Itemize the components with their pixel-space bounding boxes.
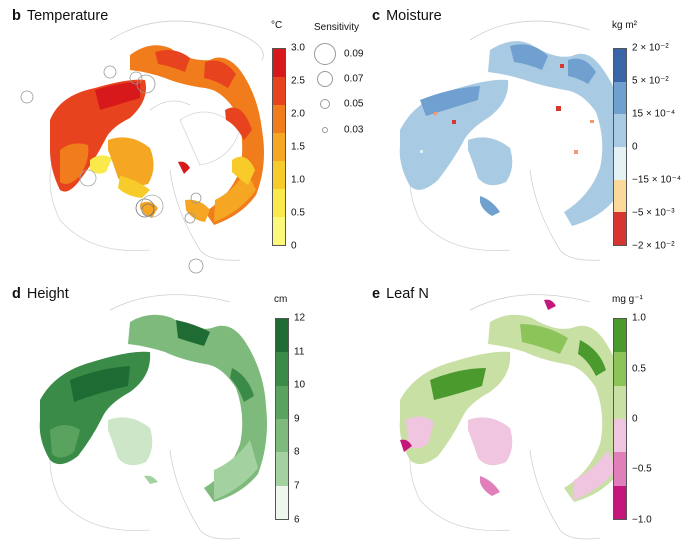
tick-label: 0.5 (291, 207, 305, 219)
panel-letter: c (372, 8, 381, 24)
moisture-colorbar (613, 48, 627, 246)
panel-title-text: Height (26, 286, 69, 302)
tick-label: 11 (294, 346, 305, 358)
tick-label: 12 (294, 312, 306, 324)
tick-label: 0 (291, 240, 297, 252)
tick-label: 6 (294, 514, 300, 526)
tick-label: 2 × 10⁻² (632, 42, 669, 54)
tick-label: 0.5 (632, 363, 646, 375)
tick-label: −1.0 (632, 514, 652, 526)
tick-label: −5 × 10⁻³ (632, 207, 675, 219)
leaf-n-map (399, 294, 627, 540)
panel-letter: d (12, 286, 21, 302)
tick-label: −15 × 10⁻⁴ (632, 174, 682, 186)
sensitivity-circle (320, 99, 330, 109)
tick-label: 1.0 (632, 312, 646, 324)
panel-height: d Height cm 12 11 10 9 8 7 6 (0, 280, 345, 547)
tick-label: 2.0 (291, 108, 305, 120)
tick-label: 0 (632, 141, 638, 153)
panel-title-leaf-n: e Leaf N (372, 286, 429, 302)
colorbar-unit: °C (271, 20, 283, 31)
colorbar-unit: kg m² (612, 20, 637, 31)
tick-label: 1.0 (291, 174, 305, 186)
panel-title-height: d Height (12, 286, 69, 302)
sensitivity-title: Sensitivity (314, 22, 360, 33)
panel-title-moisture: c Moisture (372, 8, 442, 24)
tick-label: 7 (294, 480, 300, 492)
temperature-map (20, 20, 264, 274)
colorbar-unit: mg g⁻¹ (612, 294, 643, 305)
panel-title-text: Moisture (386, 8, 442, 24)
sensitivity-label: 0.05 (344, 98, 364, 110)
moisture-map (399, 20, 625, 261)
tick-label: 9 (294, 413, 300, 425)
colorbar-unit: cm (274, 294, 288, 305)
height-colorbar (275, 318, 289, 520)
tick-label: 3.0 (291, 42, 305, 54)
panel-letter: e (372, 286, 381, 302)
sensitivity-circle (314, 43, 336, 65)
tick-label: 15 × 10⁻⁴ (632, 108, 676, 120)
sensitivity-circle (322, 127, 328, 133)
sensitivity-label: 0.07 (344, 73, 364, 85)
height-map (39, 294, 267, 540)
tick-label: 8 (294, 446, 300, 458)
panel-moisture: c Moisture kg m² 2 × 10⁻² 5 × 10⁻² 15 × 1… (360, 0, 691, 270)
tick-label: 1.5 (291, 141, 305, 153)
temperature-colorbar (272, 48, 286, 246)
panel-title-text: Temperature (26, 8, 109, 24)
sensitivity-circle (317, 71, 333, 87)
panel-leaf-n: e Leaf N mg g⁻¹ 1.0 0.5 0 −0.5 −1.0 (360, 280, 691, 547)
tick-label: 5 × 10⁻² (632, 75, 669, 87)
panel-letter: b (12, 8, 21, 24)
sensitivity-label: 0.03 (344, 124, 364, 136)
tick-label: 2.5 (291, 75, 305, 87)
tick-label: −2 × 10⁻² (632, 240, 675, 252)
panel-title-text: Leaf N (386, 286, 429, 302)
leaf-n-colorbar (613, 318, 627, 520)
tick-label: −0.5 (632, 463, 652, 475)
panel-temperature: b Temperature ° (0, 0, 363, 274)
tick-label: 10 (294, 379, 306, 391)
panel-title-temperature: b Temperature (12, 8, 108, 24)
tick-label: 0 (632, 413, 638, 425)
sensitivity-label: 0.09 (344, 48, 364, 60)
